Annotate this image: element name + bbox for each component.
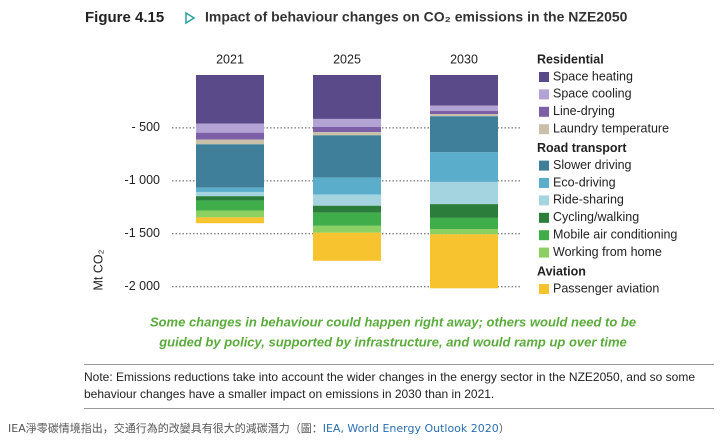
bar-segment — [430, 110, 498, 115]
bar-segment — [430, 234, 498, 289]
caption-end: ） — [498, 422, 510, 435]
subtitle: Some changes in behaviour could happen r… — [150, 314, 636, 329]
bar-segment — [313, 132, 381, 136]
bar-segment — [313, 232, 381, 261]
y-tick-label: -1 500 — [125, 226, 160, 240]
legend-swatch — [539, 72, 549, 82]
y-tick-label: -1 000 — [125, 173, 160, 187]
bar-segment — [430, 229, 498, 235]
bar-segment — [430, 114, 498, 117]
chart: Figure 4.15 Impact of behaviour changes … — [85, 9, 677, 350]
legend-label: Ride-sharing — [553, 193, 624, 207]
bar-segment — [313, 126, 381, 133]
legend-swatch — [539, 124, 549, 135]
bar-segment — [313, 177, 381, 195]
note: Note: Emissions reductions take into acc… — [84, 364, 714, 409]
bar-segment — [196, 132, 264, 140]
y-axis-label: Mt CO₂ — [91, 249, 105, 290]
bar-segment — [430, 116, 498, 153]
subtitle: guided by policy, supported by infrastru… — [158, 334, 627, 349]
legend-group: Residential — [537, 52, 604, 66]
legend-label: Cycling/walking — [553, 210, 639, 224]
bar-segment — [196, 75, 264, 124]
bar-segment — [313, 75, 381, 119]
bar-segment — [313, 194, 381, 206]
legend-swatch — [539, 178, 549, 188]
legend-group: Road transport — [537, 141, 627, 155]
legend-swatch — [539, 195, 549, 206]
bar-segment — [196, 187, 264, 192]
bar-segment — [313, 118, 381, 127]
bar-segment — [313, 205, 381, 213]
bar-segment — [430, 105, 498, 111]
legend-label: Line-drying — [553, 104, 615, 118]
bar-segment — [313, 212, 381, 226]
legend-label: Eco-driving — [553, 175, 616, 189]
y-tick-label: -2 000 — [125, 279, 160, 293]
legend-label: Space cooling — [553, 87, 632, 101]
x-tick-label: 2025 — [333, 52, 361, 66]
bar-segment — [196, 144, 264, 188]
legend-group: Aviation — [537, 264, 586, 278]
title-arrow — [185, 11, 196, 25]
bar-segment — [430, 75, 498, 106]
bar-segment — [313, 135, 381, 178]
legend-swatch — [539, 284, 549, 294]
bar-segment — [196, 139, 264, 145]
legend-label: Mobile air conditioning — [553, 227, 677, 241]
legend-swatch — [539, 89, 549, 100]
legend-swatch — [539, 212, 549, 223]
x-tick-label: 2030 — [450, 52, 478, 66]
bar-segment — [196, 123, 264, 133]
bar-segment — [196, 200, 264, 211]
legend-label: Passenger aviation — [553, 281, 659, 295]
bar-segment — [196, 196, 264, 201]
bar-segment — [430, 204, 498, 218]
caption: IEA淨零碳情境指出，交通行為的改變具有很大的減碳潛力（圖：IEA, World… — [8, 420, 510, 436]
y-tick-label: - 500 — [132, 120, 161, 134]
chart-title: Impact of behaviour changes on CO₂ emiss… — [205, 9, 628, 25]
figure-label: Figure 4.15 — [85, 9, 164, 26]
bar-segment — [196, 191, 264, 197]
bar-segment — [430, 152, 498, 182]
legend-swatch — [539, 247, 549, 258]
bar-segment — [430, 181, 498, 205]
caption-text: IEA淨零碳情境指出，交通行為的改變具有很大的減碳潛力（圖： — [8, 422, 323, 435]
legend-label: Slower driving — [553, 158, 632, 172]
legend-label: Space heating — [553, 69, 633, 83]
bar-segment — [196, 210, 264, 218]
x-tick-label: 2021 — [216, 52, 244, 66]
legend-swatch — [539, 106, 549, 117]
bar-segment — [430, 217, 498, 230]
legend-swatch — [539, 160, 549, 171]
bar-segment — [313, 225, 381, 233]
legend-label: Laundry temperature — [553, 121, 669, 135]
caption-link[interactable]: IEA, World Energy Outlook 2020 — [322, 422, 499, 435]
legend-swatch — [539, 230, 549, 241]
legend-label: Working from home — [553, 245, 662, 259]
bar-segment — [196, 217, 264, 224]
